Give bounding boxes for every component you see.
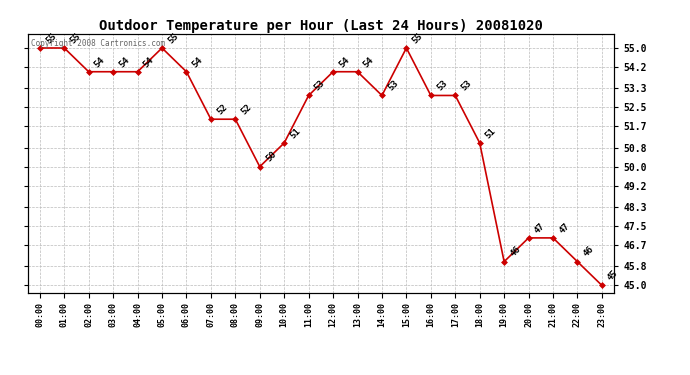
Text: Copyright 2008 Cartronics.com: Copyright 2008 Cartronics.com xyxy=(30,39,165,48)
Text: 46: 46 xyxy=(509,245,522,259)
Text: 53: 53 xyxy=(386,79,400,93)
Text: 55: 55 xyxy=(68,31,82,45)
Text: 51: 51 xyxy=(288,126,302,140)
Text: 54: 54 xyxy=(141,55,156,69)
Text: 45: 45 xyxy=(606,268,620,283)
Text: 55: 55 xyxy=(411,31,424,45)
Text: 53: 53 xyxy=(460,79,473,93)
Title: Outdoor Temperature per Hour (Last 24 Hours) 20081020: Outdoor Temperature per Hour (Last 24 Ho… xyxy=(99,19,543,33)
Text: 54: 54 xyxy=(337,55,351,69)
Text: 53: 53 xyxy=(435,79,449,93)
Text: 50: 50 xyxy=(264,150,278,164)
Text: 52: 52 xyxy=(239,102,253,116)
Text: 54: 54 xyxy=(117,55,131,69)
Text: 54: 54 xyxy=(190,55,204,69)
Text: 54: 54 xyxy=(362,55,375,69)
Text: 47: 47 xyxy=(557,221,571,235)
Text: 47: 47 xyxy=(533,221,546,235)
Text: 53: 53 xyxy=(313,79,327,93)
Text: 55: 55 xyxy=(166,31,180,45)
Text: 46: 46 xyxy=(582,245,595,259)
Text: 51: 51 xyxy=(484,126,497,140)
Text: 52: 52 xyxy=(215,102,229,116)
Text: 54: 54 xyxy=(93,55,107,69)
Text: 55: 55 xyxy=(44,31,58,45)
